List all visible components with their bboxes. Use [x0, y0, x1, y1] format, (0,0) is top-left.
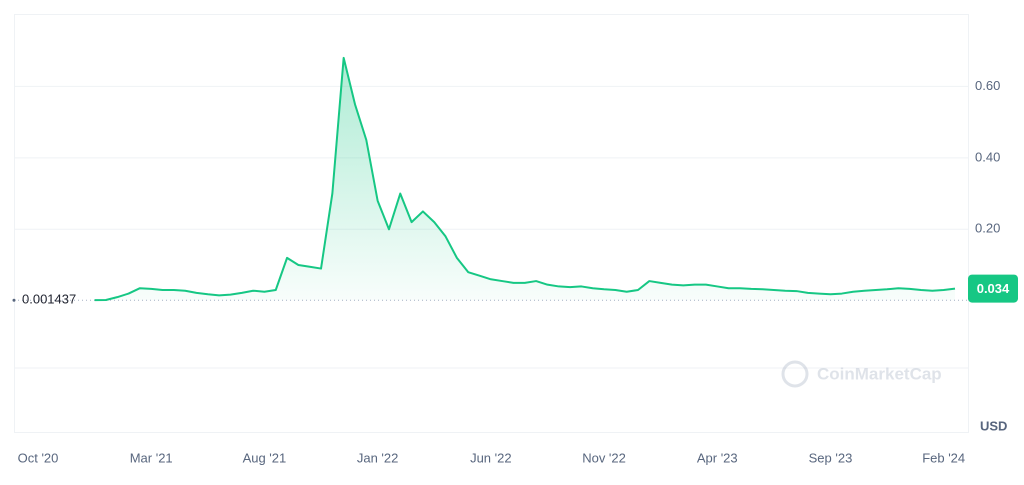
y-tick-label: 0.60	[975, 78, 1000, 93]
y-tick-label: 0.40	[975, 149, 1000, 164]
current-price-label: 0.034	[977, 281, 1010, 296]
x-tick-label: Feb '24	[922, 450, 965, 465]
x-tick-label: Mar '21	[130, 450, 173, 465]
x-tick-label: Aug '21	[243, 450, 287, 465]
x-tick-label: Jan '22	[357, 450, 399, 465]
x-tick-label: Jun '22	[470, 450, 512, 465]
x-tick-label: Oct '20	[18, 450, 59, 465]
currency-label: USD	[980, 418, 1007, 433]
price-line	[94, 56, 956, 302]
x-tick-label: Nov '22	[582, 450, 626, 465]
price-area	[94, 57, 956, 301]
x-tick-label: Sep '23	[809, 450, 853, 465]
start-price-dot	[12, 298, 16, 302]
watermark-logo	[781, 360, 809, 388]
plot-frame	[14, 14, 969, 433]
current-price-badge	[968, 274, 1018, 303]
y-tick-label: 0.20	[975, 221, 1000, 236]
watermark: CoinMarketCap	[781, 360, 942, 388]
start-price-label: 0.001437	[22, 292, 76, 307]
watermark-text: CoinMarketCap	[817, 364, 942, 383]
x-tick-label: Apr '23	[697, 450, 738, 465]
